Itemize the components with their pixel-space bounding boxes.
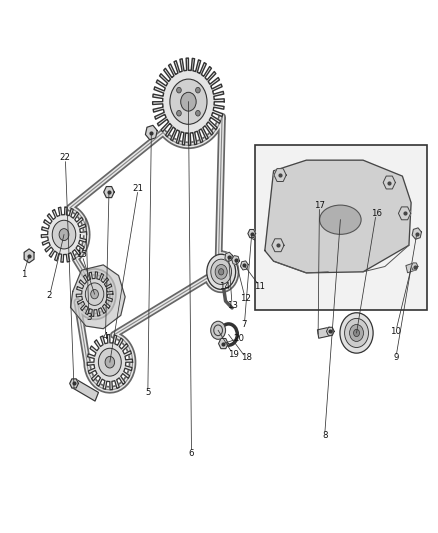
Ellipse shape [320, 205, 361, 235]
Polygon shape [41, 207, 87, 262]
Circle shape [207, 254, 236, 289]
Polygon shape [383, 176, 396, 189]
Polygon shape [326, 327, 334, 335]
Circle shape [211, 321, 226, 340]
Circle shape [353, 329, 360, 336]
Circle shape [85, 283, 104, 305]
Circle shape [211, 259, 232, 285]
Text: 13: 13 [226, 301, 237, 310]
Polygon shape [411, 263, 418, 270]
Polygon shape [71, 265, 125, 329]
Polygon shape [272, 239, 284, 252]
Circle shape [196, 87, 200, 93]
Text: 3: 3 [86, 312, 92, 321]
Text: 18: 18 [240, 353, 251, 362]
Polygon shape [232, 256, 240, 264]
Text: 2: 2 [47, 291, 53, 300]
Text: 6: 6 [189, 449, 194, 458]
Text: 19: 19 [227, 350, 238, 359]
Circle shape [215, 264, 227, 279]
Polygon shape [24, 249, 34, 263]
Polygon shape [87, 335, 133, 390]
Circle shape [219, 269, 224, 275]
Text: 1: 1 [21, 270, 26, 279]
Polygon shape [72, 379, 99, 401]
Polygon shape [219, 338, 228, 349]
Polygon shape [274, 168, 286, 182]
Text: 9: 9 [393, 353, 399, 362]
Polygon shape [240, 261, 248, 270]
Text: 20: 20 [233, 334, 244, 343]
Polygon shape [265, 160, 411, 273]
FancyBboxPatch shape [255, 146, 427, 310]
Text: 15: 15 [76, 251, 88, 260]
Polygon shape [399, 207, 411, 220]
Text: 21: 21 [133, 184, 144, 193]
Text: 5: 5 [145, 388, 151, 397]
Polygon shape [152, 58, 224, 146]
Text: 10: 10 [390, 327, 401, 336]
Circle shape [91, 289, 99, 299]
Polygon shape [225, 252, 232, 262]
Polygon shape [76, 272, 113, 317]
Circle shape [196, 110, 200, 116]
Text: 17: 17 [314, 201, 325, 210]
Text: 8: 8 [322, 431, 328, 440]
Circle shape [350, 325, 364, 342]
Circle shape [59, 229, 69, 240]
Polygon shape [104, 187, 114, 198]
Polygon shape [250, 230, 270, 247]
Text: 22: 22 [60, 153, 71, 162]
Polygon shape [318, 327, 331, 338]
Circle shape [105, 357, 115, 368]
Text: 11: 11 [254, 281, 265, 290]
Circle shape [99, 348, 121, 376]
Text: 12: 12 [240, 294, 251, 303]
Circle shape [345, 318, 368, 348]
Polygon shape [70, 379, 78, 388]
Circle shape [340, 313, 373, 353]
Circle shape [177, 110, 181, 116]
Polygon shape [406, 263, 415, 273]
Circle shape [181, 92, 196, 111]
Circle shape [52, 220, 76, 249]
Text: 16: 16 [371, 209, 381, 218]
Text: 14: 14 [219, 281, 230, 290]
Text: 7: 7 [242, 320, 247, 329]
Polygon shape [248, 230, 256, 238]
Text: 4: 4 [103, 332, 108, 341]
Polygon shape [412, 228, 421, 239]
Circle shape [177, 87, 181, 93]
Circle shape [170, 79, 207, 124]
Polygon shape [145, 125, 157, 140]
